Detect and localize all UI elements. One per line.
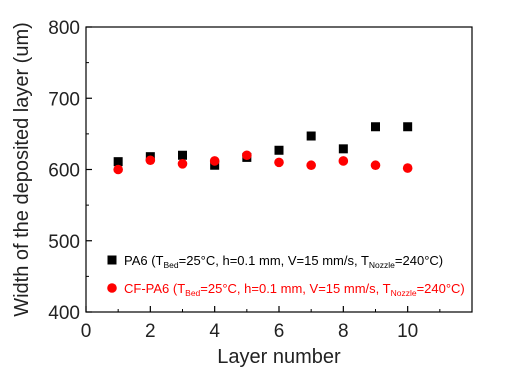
x-tick-label: 4 bbox=[209, 321, 220, 342]
data-point-cf-pa6 bbox=[209, 156, 220, 166]
legend-subscript: Bed bbox=[164, 260, 179, 270]
data-point-cf-pa6 bbox=[274, 157, 284, 168]
x-tick-label: 0 bbox=[81, 321, 92, 342]
data-point-pa6 bbox=[371, 122, 380, 132]
legend-text-part: =25°C, h=0.1 mm, V=15 mm/s, T bbox=[179, 253, 369, 268]
y-axis: 400 500 600 700 800 bbox=[48, 18, 92, 324]
legend-entry-pa6: PA6 (TBed=25°C, h=0.1 mm, V=15 mm/s, TNo… bbox=[124, 253, 443, 270]
data-point-cf-pa6 bbox=[145, 155, 156, 166]
data-point-pa6 bbox=[178, 150, 187, 160]
data-point-cf-pa6 bbox=[242, 150, 252, 161]
y-tick-label: 400 bbox=[48, 303, 80, 324]
x-axis-label: Layer number bbox=[217, 346, 341, 368]
y-tick-label: 600 bbox=[48, 161, 80, 182]
legend-subscript: Bed bbox=[185, 288, 200, 298]
legend-text-part: =240°C) bbox=[395, 253, 443, 268]
legend-subscript: Nozzle bbox=[369, 260, 395, 270]
y-axis-label: Width of the deposited layer (um) bbox=[11, 22, 33, 317]
y-tick-label: 500 bbox=[48, 232, 80, 253]
x-tick-label: 2 bbox=[145, 321, 156, 342]
data-point-pa6 bbox=[306, 131, 316, 141]
data-point-cf-pa6 bbox=[370, 160, 381, 171]
y-tick-label: 700 bbox=[48, 89, 80, 110]
data-point-pa6 bbox=[403, 122, 413, 132]
legend-entry-cf-pa6: CF-PA6 (TBed=25°C, h=0.1 mm, V=15 mm/s, … bbox=[124, 281, 465, 298]
legend-text-part: =25°C, h=0.1 mm, V=15 mm/s, T bbox=[200, 281, 390, 296]
data-point-pa6 bbox=[113, 157, 123, 167]
data-point-cf-pa6 bbox=[113, 164, 123, 175]
legend-marker-circle bbox=[107, 283, 117, 293]
legend: PA6 (TBed=25°C, h=0.1 mm, V=15 mm/s, TNo… bbox=[107, 253, 465, 298]
data-point-pa6 bbox=[338, 144, 348, 154]
legend-text-part: CF-PA6 (T bbox=[124, 281, 185, 296]
legend-text-part: PA6 (T bbox=[124, 253, 164, 268]
plot-border bbox=[85, 26, 473, 313]
data-point-pa6 bbox=[274, 145, 284, 155]
data-point-cf-pa6 bbox=[338, 156, 349, 166]
y-tick-label: 800 bbox=[48, 18, 80, 39]
x-tick-label: 6 bbox=[274, 321, 285, 342]
data-points bbox=[113, 122, 413, 175]
plot-frame bbox=[85, 26, 473, 313]
data-point-cf-pa6 bbox=[306, 160, 316, 171]
x-axis: 0 2 4 6 8 10 bbox=[81, 306, 441, 342]
legend-subscript: Nozzle bbox=[391, 288, 417, 298]
legend-marker-square bbox=[107, 255, 117, 265]
x-tick-label: 8 bbox=[338, 321, 349, 342]
x-tick-label: 10 bbox=[397, 321, 418, 342]
data-point-cf-pa6 bbox=[177, 159, 188, 169]
legend-text-part: =240°C) bbox=[417, 281, 465, 296]
data-point-cf-pa6 bbox=[402, 163, 413, 173]
